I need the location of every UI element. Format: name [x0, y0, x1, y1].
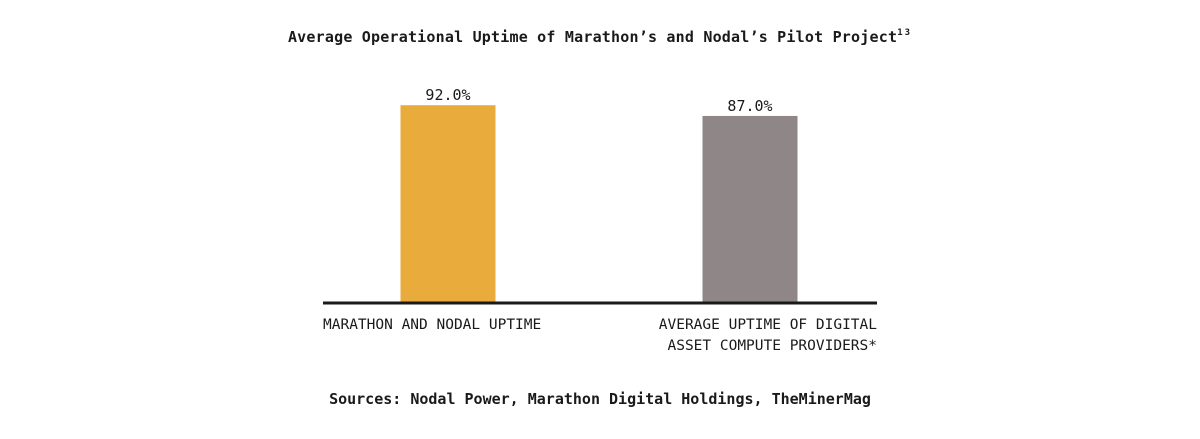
chart-title: Average Operational Uptime of Marathon’s…: [0, 28, 1200, 46]
bar-1: [400, 105, 496, 303]
data-label-2: 87.0%: [727, 97, 772, 115]
bar-2: [702, 115, 798, 303]
data-label-group: 92.0% 87.0%: [425, 86, 772, 115]
chart-title-text: Average Operational Uptime of Marathon’s…: [287, 28, 898, 46]
category-label-2-line-2: ASSET COMPUTE PROVIDERS*: [667, 338, 877, 354]
title-footnote: 13: [897, 28, 913, 38]
bar-group: [400, 105, 798, 303]
category-label-1-line-1: MARATHON AND NODAL UPTIME: [323, 317, 541, 333]
source-note: Sources: Nodal Power, Marathon Digital H…: [329, 390, 871, 408]
category-label-group: MARATHON AND NODAL UPTIME AVERAGE UPTIME …: [323, 317, 877, 354]
data-label-1: 92.0%: [425, 86, 470, 104]
category-label-2-line-1: AVERAGE UPTIME OF DIGITAL: [659, 317, 878, 333]
